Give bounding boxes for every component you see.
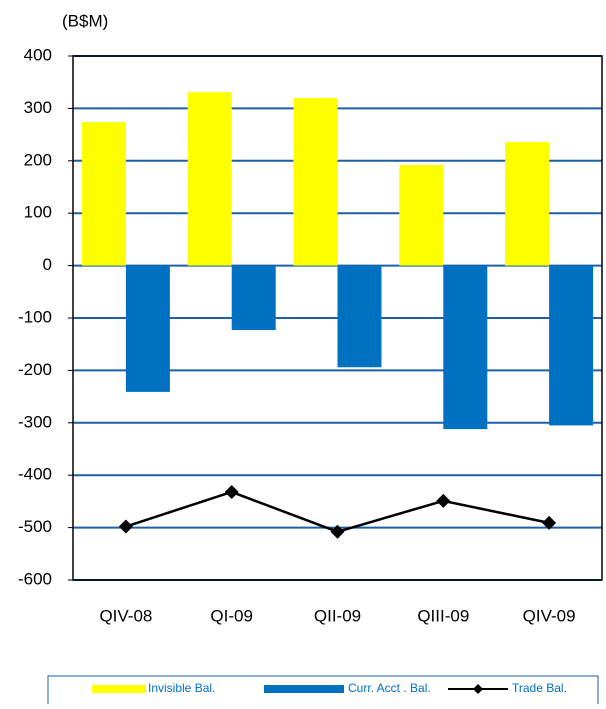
x-tick-label: QIV-08 xyxy=(99,606,152,625)
bar xyxy=(125,265,170,392)
bar xyxy=(81,122,126,266)
marker xyxy=(118,519,133,534)
y-tick-label: 200 xyxy=(24,150,52,169)
y-tick-label: -300 xyxy=(18,412,52,431)
bar xyxy=(187,92,232,266)
y-tick-label: 0 xyxy=(43,255,52,274)
y-tick-label: 300 xyxy=(24,98,52,117)
y-axis-label: (B$M) xyxy=(62,11,108,30)
legend-label: Trade Bal. xyxy=(512,681,567,695)
bar xyxy=(399,164,444,266)
legend-label: Invisible Bal. xyxy=(148,681,215,695)
marker xyxy=(330,524,345,539)
legend-swatch xyxy=(92,685,146,693)
y-tick-label: -100 xyxy=(18,307,52,326)
plot-border xyxy=(72,55,603,581)
legend-label: Curr. Acct . Bal. xyxy=(348,681,431,695)
y-tick-label: 400 xyxy=(24,45,52,64)
x-tick-label: QI-09 xyxy=(210,606,253,625)
x-tick-label: QII-09 xyxy=(314,606,361,625)
bar xyxy=(549,265,594,426)
x-tick-label: QIV-09 xyxy=(523,606,576,625)
x-tick-label: QIII-09 xyxy=(417,606,469,625)
marker xyxy=(436,493,451,508)
bar xyxy=(293,97,338,266)
y-tick-label: -500 xyxy=(18,517,52,536)
y-tick-label: -600 xyxy=(18,569,52,588)
y-tick-label: -200 xyxy=(18,360,52,379)
legend-swatch xyxy=(264,685,344,693)
bar xyxy=(505,141,550,266)
marker xyxy=(224,484,239,499)
legend-marker xyxy=(473,684,483,694)
bar xyxy=(337,265,382,368)
bar xyxy=(443,265,488,430)
marker xyxy=(542,515,557,530)
y-tick-label: 100 xyxy=(24,203,52,222)
y-tick-label: -400 xyxy=(18,465,52,484)
bar xyxy=(231,265,276,331)
